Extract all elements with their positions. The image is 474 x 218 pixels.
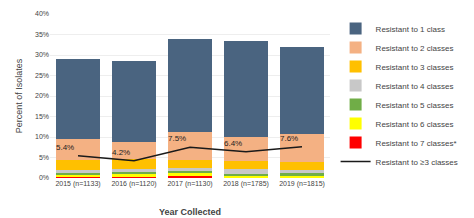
svg-text:Resistant to 5 classes: Resistant to 5 classes (376, 101, 454, 110)
svg-text:6.4%: 6.4% (224, 139, 242, 148)
svg-text:35%: 35% (35, 31, 49, 38)
svg-text:2017 (n=1130): 2017 (n=1130) (167, 180, 212, 188)
svg-text:Resistant to 2 classes: Resistant to 2 classes (376, 44, 454, 53)
svg-text:Resistant to 7 classes*: Resistant to 7 classes* (376, 139, 457, 148)
svg-text:40%: 40% (35, 10, 49, 17)
svg-text:0%: 0% (39, 174, 49, 181)
svg-text:2016 (n=1120): 2016 (n=1120) (111, 180, 156, 188)
svg-text:30%: 30% (35, 51, 49, 58)
svg-text:10%: 10% (35, 133, 49, 140)
svg-text:5.4%: 5.4% (56, 143, 74, 152)
svg-text:5%: 5% (39, 154, 49, 161)
svg-text:20%: 20% (35, 92, 49, 99)
svg-text:2015 (n=1133): 2015 (n=1133) (55, 180, 100, 188)
svg-text:Percent of Isolates: Percent of Isolates (14, 58, 24, 133)
svg-text:15%: 15% (35, 113, 49, 120)
svg-text:4.2%: 4.2% (112, 148, 130, 157)
svg-text:Year Collected: Year Collected (159, 207, 221, 217)
svg-text:Resistant to 1 class: Resistant to 1 class (376, 25, 445, 34)
svg-text:2019 (n=1815): 2019 (n=1815) (279, 180, 325, 188)
svg-text:Resistant to 6 classes: Resistant to 6 classes (376, 120, 454, 129)
svg-text:Resistant to ≥3 classes: Resistant to ≥3 classes (376, 158, 458, 167)
svg-text:2018 (n=1785): 2018 (n=1785) (223, 180, 269, 188)
svg-text:Resistant to 3 classes: Resistant to 3 classes (376, 63, 454, 72)
svg-text:25%: 25% (35, 72, 49, 79)
svg-text:Resistant to 4 classes: Resistant to 4 classes (376, 82, 454, 91)
svg-text:7.5%: 7.5% (168, 134, 186, 143)
svg-text:7.6%: 7.6% (280, 134, 298, 143)
